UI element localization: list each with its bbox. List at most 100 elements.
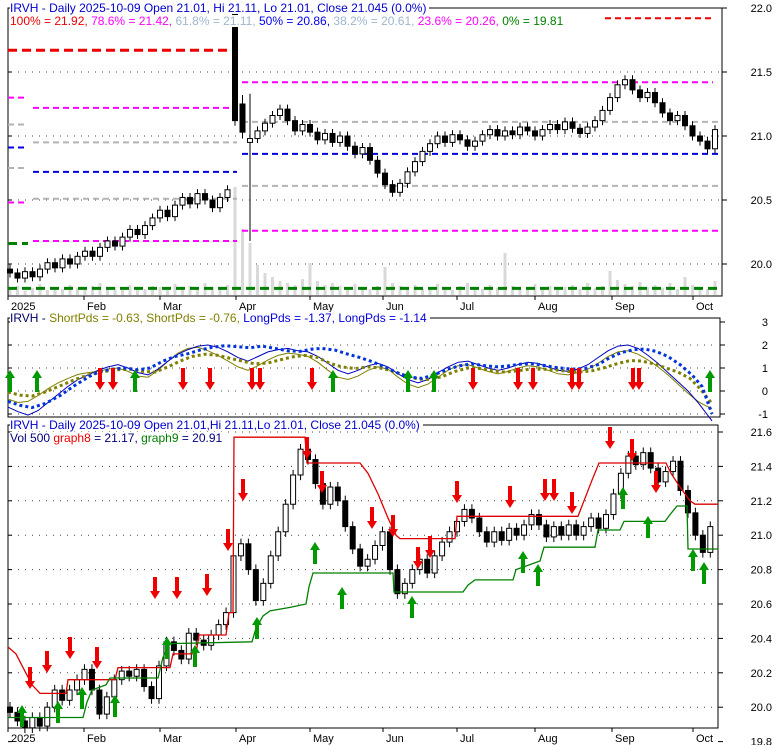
candlestick [267, 555, 274, 584]
candlestick [134, 228, 141, 236]
candlestick [704, 140, 711, 150]
candlestick [472, 140, 478, 147]
candlestick [357, 548, 364, 567]
sell-arrow-icon [65, 637, 75, 659]
x-axis-label: Jun [386, 301, 404, 313]
label-part: = 21.17, [90, 431, 142, 445]
candlestick [524, 126, 531, 132]
sell-arrow-icon [223, 529, 233, 551]
x-axis-label: Jul [460, 301, 474, 313]
candlestick [562, 121, 568, 131]
candlestick [352, 145, 358, 155]
price-stops-panel: 21.6 21.4 21.2 21.0 20.8 20.6 20.4 20.2 20.0 19.8… [7, 424, 772, 745]
x-axis-label: Oct [696, 301, 713, 313]
candlestick [394, 569, 401, 595]
y-axis-label: 21.5 [751, 67, 772, 79]
label-part: 0% = 19.81 [502, 14, 564, 28]
candlestick [364, 558, 371, 567]
candlestick [142, 225, 148, 236]
candlestick [44, 262, 51, 270]
candlestick [506, 527, 513, 541]
panel3-indicator-labels: Vol 500 graph8 = 21.17, graph9 = 20.91 [10, 431, 226, 445]
candlestick [558, 526, 565, 536]
candlestick [637, 89, 643, 99]
candlestick [434, 135, 441, 145]
buy-arrow-icon [17, 705, 27, 727]
sell-arrow-icon [178, 368, 188, 390]
buy-arrow-icon [337, 587, 347, 609]
candlestick [580, 526, 587, 536]
x-axis-label: Sep [615, 301, 635, 313]
candlestick [674, 115, 681, 122]
sell-arrow-icon [628, 368, 638, 390]
sell-arrow-icon [605, 427, 615, 449]
buy-arrow-icon [310, 542, 320, 564]
sell-arrow-icon [388, 515, 398, 537]
candlestick [682, 115, 688, 127]
candlestick [290, 474, 297, 505]
sell-arrow-icon [317, 471, 327, 493]
candlestick [699, 534, 706, 553]
candlestick [528, 514, 535, 526]
sell-arrow-icon [567, 492, 577, 514]
candlestick [565, 524, 572, 536]
buy-arrow-icon [688, 549, 698, 571]
candlestick [517, 126, 523, 136]
candlestick [262, 122, 268, 132]
candlestick [22, 271, 28, 279]
candlestick [577, 127, 583, 134]
candlestick [662, 471, 669, 483]
panel1-title: IRVH - Daily 2025-10-09 Open 21.01, Hi 2… [10, 2, 430, 14]
candlestick [245, 543, 252, 571]
sell-arrow-icon [413, 547, 423, 569]
buy-arrow-icon [533, 564, 543, 586]
y-axis-label: 20.0 [751, 259, 772, 271]
y-axis-label: 20.6 [751, 599, 772, 611]
candlestick [389, 184, 396, 193]
candlestick [692, 512, 699, 536]
label-part: LongPds = -1.14 [338, 311, 427, 325]
panel2-title: IRVH - ShortPds = -0.63, ShortPds = -0.7… [10, 312, 430, 324]
candlestick [29, 271, 36, 278]
candlestick [224, 189, 231, 198]
candlestick [543, 524, 550, 538]
candlestick [629, 79, 636, 91]
candlestick [442, 135, 448, 143]
candlestick [427, 143, 433, 152]
x-axis-label: Aug [538, 733, 558, 745]
candlestick [97, 246, 103, 257]
label-part: 23.6% = 20.26, [417, 14, 503, 28]
x-axis-label: Jul [460, 733, 474, 745]
buy-arrow-icon [162, 637, 172, 659]
oscillator-panel: 3 2 1 0 -1 [5, 317, 768, 422]
sell-arrow-icon [108, 368, 118, 390]
sell-arrow-icon [307, 368, 317, 390]
sell-arrow-icon [150, 577, 160, 599]
candlestick [297, 448, 304, 476]
x-axis-label: 2025 [11, 301, 35, 313]
candlestick [237, 543, 244, 557]
candlestick [498, 531, 505, 541]
candlestick [677, 460, 684, 491]
buy-arrow-icon [252, 617, 262, 639]
LongPds-smoothed [7, 344, 714, 415]
candlestick [483, 531, 490, 543]
sell-arrow-icon [549, 479, 559, 501]
y-axis-label: 20.2 [751, 668, 772, 680]
y-axis-label: 21.0 [751, 530, 772, 542]
candlestick [7, 268, 13, 274]
x-axis-label: Apr [239, 733, 256, 745]
candlestick [164, 209, 171, 218]
candlestick [349, 526, 356, 550]
candlestick [610, 493, 617, 516]
candlestick [359, 147, 366, 155]
x-axis-label: 2025 [11, 733, 35, 745]
candlestick [149, 217, 156, 227]
candlestick [401, 582, 408, 595]
candlestick [312, 459, 319, 485]
y-axis-label: 2 [762, 340, 768, 352]
candlestick [409, 569, 416, 584]
x-axis-label: Feb [87, 733, 106, 745]
